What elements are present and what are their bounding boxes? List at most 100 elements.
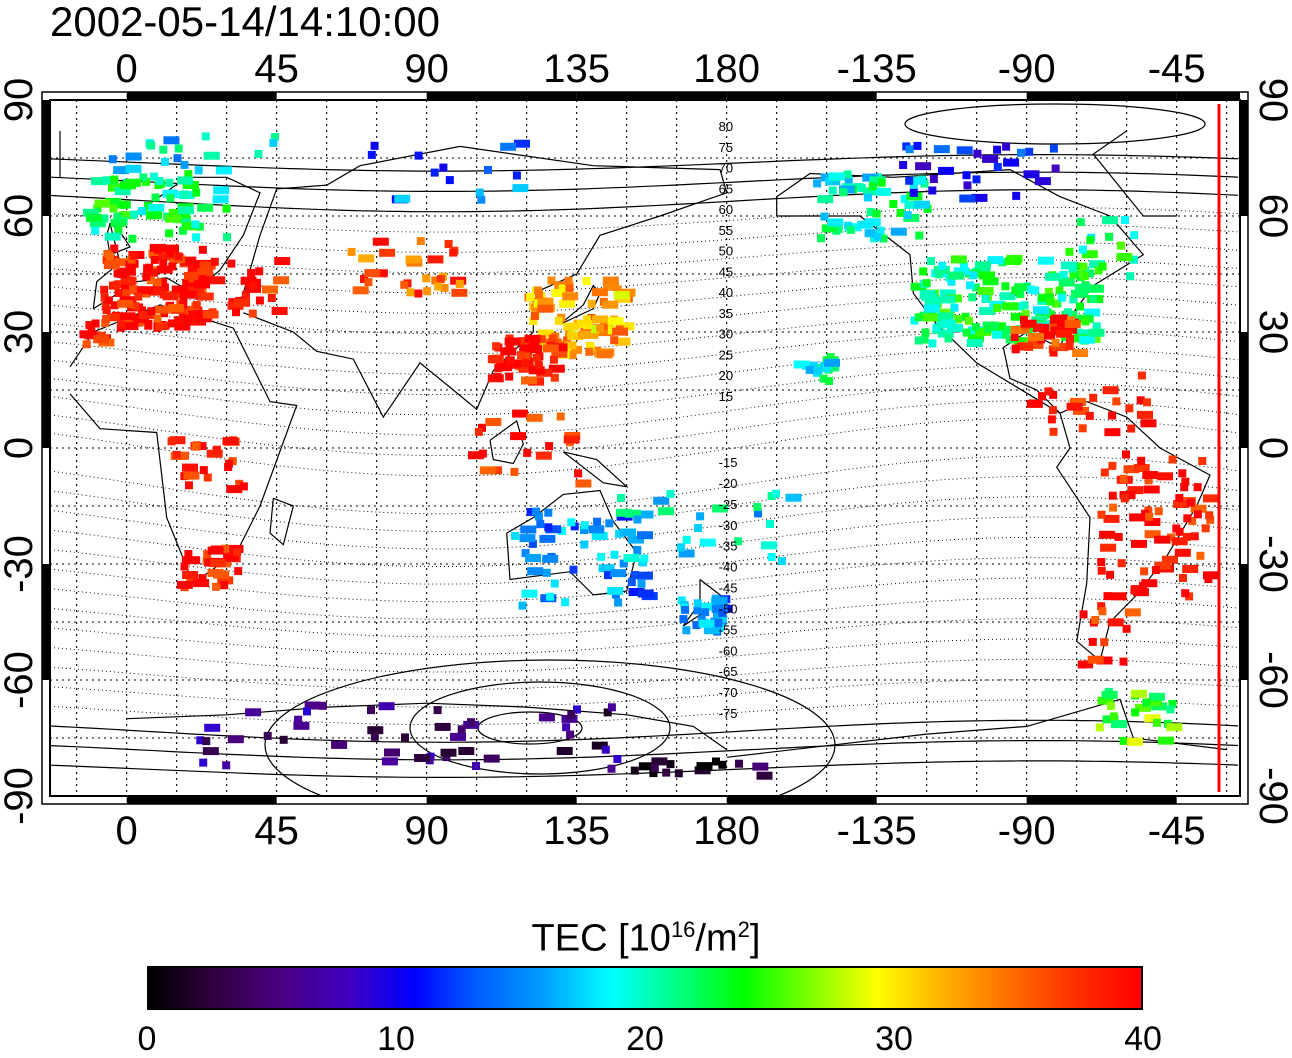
tec-point bbox=[628, 535, 645, 544]
tec-point bbox=[975, 327, 992, 336]
tec-point bbox=[1034, 177, 1051, 186]
tec-point bbox=[696, 512, 705, 521]
tec-point bbox=[904, 200, 921, 209]
tec-point bbox=[612, 327, 629, 336]
magnetic-latitude-label: 25 bbox=[719, 347, 733, 362]
tec-point bbox=[1001, 282, 1010, 291]
tec-point bbox=[614, 337, 631, 346]
tec-point bbox=[182, 463, 198, 472]
tec-point bbox=[520, 359, 529, 368]
tec-point bbox=[1076, 218, 1085, 227]
tec-point bbox=[434, 722, 451, 731]
magnetic-latitude-label: 15 bbox=[719, 389, 733, 404]
tec-point bbox=[968, 293, 977, 302]
tec-point bbox=[370, 732, 379, 741]
tec-point bbox=[241, 291, 250, 300]
tec-point bbox=[416, 237, 425, 246]
tec-point bbox=[86, 213, 103, 222]
tec-point bbox=[1183, 514, 1192, 523]
tec-point bbox=[1181, 477, 1190, 486]
tec-point bbox=[207, 546, 224, 555]
magnetic-latitude-label: -30 bbox=[719, 518, 738, 533]
tec-point bbox=[212, 582, 220, 591]
tec-point bbox=[512, 184, 529, 193]
tec-point bbox=[1171, 537, 1188, 546]
tec-point bbox=[1151, 702, 1168, 711]
tec-point bbox=[234, 567, 243, 576]
magnetic-contour bbox=[50, 329, 1239, 375]
magnetic-latitude-label: 70 bbox=[719, 161, 733, 176]
magnetic-contour bbox=[50, 597, 1239, 638]
tec-point bbox=[196, 736, 205, 745]
frame-bar-left bbox=[42, 564, 50, 680]
tec-point bbox=[245, 708, 262, 717]
tec-point bbox=[1058, 278, 1075, 287]
tec-point bbox=[203, 151, 220, 160]
tec-point bbox=[1140, 567, 1149, 576]
tec-point bbox=[146, 211, 163, 220]
tec-point bbox=[91, 226, 100, 235]
tec-point bbox=[177, 176, 194, 185]
tec-point bbox=[1108, 461, 1117, 470]
tec-point bbox=[223, 553, 240, 562]
tec-point bbox=[1052, 314, 1069, 323]
tec-point bbox=[876, 226, 885, 235]
tec-point bbox=[85, 321, 94, 329]
tec-point bbox=[271, 307, 288, 315]
tec-point bbox=[935, 270, 943, 279]
tec-point bbox=[137, 286, 154, 295]
tec-point bbox=[653, 496, 670, 505]
tec-point bbox=[1111, 720, 1127, 729]
tec-point bbox=[105, 197, 122, 206]
tec-point bbox=[233, 548, 242, 557]
tec-point bbox=[1107, 618, 1124, 627]
tec-point bbox=[517, 351, 525, 360]
tec-point bbox=[855, 183, 864, 192]
tec-point bbox=[505, 372, 514, 381]
tec-point bbox=[520, 344, 529, 353]
lon-tick-top: 135 bbox=[543, 47, 610, 91]
lon-tick-bottom: 180 bbox=[693, 809, 760, 853]
tec-point bbox=[1131, 708, 1140, 717]
tec-point bbox=[532, 507, 540, 516]
tec-point bbox=[1025, 147, 1034, 156]
tec-point bbox=[674, 769, 683, 778]
tec-point bbox=[619, 559, 628, 568]
tec-point bbox=[184, 305, 193, 314]
tec-point bbox=[1142, 471, 1159, 479]
tec-point bbox=[439, 163, 448, 172]
tec-point bbox=[588, 525, 605, 534]
tec-point bbox=[929, 175, 938, 183]
tec-point bbox=[938, 261, 947, 270]
magnetic-latitude-label: -60 bbox=[719, 643, 738, 658]
tec-point bbox=[545, 525, 562, 534]
magnetic-latitude-labels: 80 75 70 65 60 55 50 45 40 35 30 25 20 15 -15 -20 -25 -30… bbox=[719, 119, 738, 721]
tec-point bbox=[184, 314, 192, 323]
tec-point bbox=[666, 490, 675, 498]
lat-tick-left: 60 bbox=[0, 194, 41, 239]
tec-point bbox=[561, 714, 578, 723]
frame-bar-bottom bbox=[726, 796, 877, 804]
tec-point bbox=[1078, 424, 1087, 433]
tec-point bbox=[993, 145, 1002, 154]
tec-point bbox=[202, 747, 219, 756]
coastline bbox=[489, 419, 524, 465]
tec-point bbox=[968, 334, 984, 342]
tec-point bbox=[824, 358, 840, 367]
tec-point bbox=[954, 315, 963, 324]
tec-point bbox=[999, 292, 1016, 301]
tec-point bbox=[1027, 340, 1044, 349]
tec-point bbox=[197, 292, 214, 301]
tec-point bbox=[193, 579, 210, 588]
tec-point bbox=[1017, 148, 1025, 157]
tec-point bbox=[436, 275, 445, 283]
lon-tick-top: 180 bbox=[693, 47, 760, 91]
tec-point bbox=[1033, 306, 1049, 315]
tec-point bbox=[105, 252, 114, 261]
tec-point bbox=[607, 764, 616, 773]
tec-point bbox=[198, 245, 207, 254]
tec-point bbox=[367, 726, 384, 735]
tec-point bbox=[1066, 334, 1074, 343]
tec-point bbox=[1126, 272, 1135, 281]
tec-point bbox=[183, 471, 200, 480]
